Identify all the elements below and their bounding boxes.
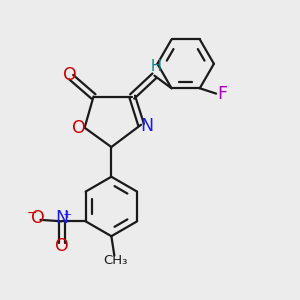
Text: +: + bbox=[62, 210, 72, 220]
Text: O: O bbox=[55, 237, 69, 255]
Text: N: N bbox=[55, 209, 68, 227]
Text: O: O bbox=[31, 209, 44, 227]
Text: H: H bbox=[151, 59, 161, 74]
Text: CH₃: CH₃ bbox=[103, 254, 128, 267]
Text: F: F bbox=[218, 85, 228, 103]
Text: N: N bbox=[140, 117, 153, 135]
Text: −: − bbox=[26, 207, 37, 220]
Text: O: O bbox=[72, 119, 86, 137]
Text: O: O bbox=[63, 66, 76, 84]
